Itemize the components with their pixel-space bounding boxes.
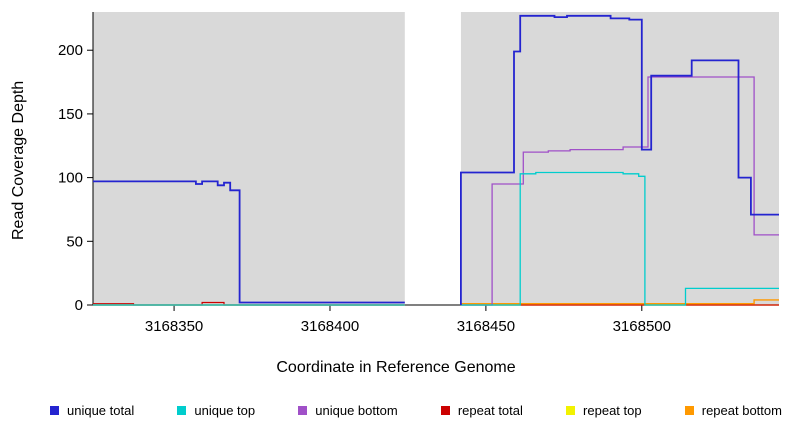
svg-text:3168450: 3168450 [457,318,515,335]
repeat-total-swatch-icon [440,406,450,415]
svg-text:100: 100 [58,170,83,187]
legend-label: unique top [194,403,256,418]
legend-label: repeat total [457,403,523,418]
legend-item-unique-bottom: unique bottom [298,403,398,418]
legend-label: repeat top [583,403,642,418]
y-axis-label: Read Coverage Depth [10,80,27,240]
coverage-plot: 0 50 100 150 200 3168350 3168400 3168450 3168500 [58,12,779,335]
svg-text:3168500: 3168500 [613,318,671,335]
legend-label: repeat bottom [701,403,782,418]
svg-text:50: 50 [66,233,83,250]
repeat-top-swatch-icon [566,406,576,415]
svg-text:3168400: 3168400 [301,318,359,335]
repeat-bottom-swatch-icon [684,406,694,415]
unique-total-swatch-icon [50,406,59,415]
unique-bottom-swatch-icon [298,406,308,415]
legend-item-unique-top: unique top [177,403,255,418]
legend-item-unique-total: unique total [50,403,134,418]
legend-label: unique total [67,403,135,418]
svg-text:150: 150 [58,106,83,123]
legend-item-repeat-bottom: repeat bottom [684,403,782,418]
svg-text:200: 200 [58,42,83,59]
svg-text:3168350: 3168350 [145,318,203,335]
legend-item-repeat-total: repeat total [440,403,523,418]
x-axis-label: Coordinate in Reference Genome [276,359,516,376]
legend-label: unique bottom [315,403,398,418]
svg-text:0: 0 [75,297,83,314]
legend: unique total unique top unique bottom re… [0,403,792,418]
unique-top-swatch-icon [177,406,187,415]
legend-item-repeat-top: repeat top [566,403,642,418]
